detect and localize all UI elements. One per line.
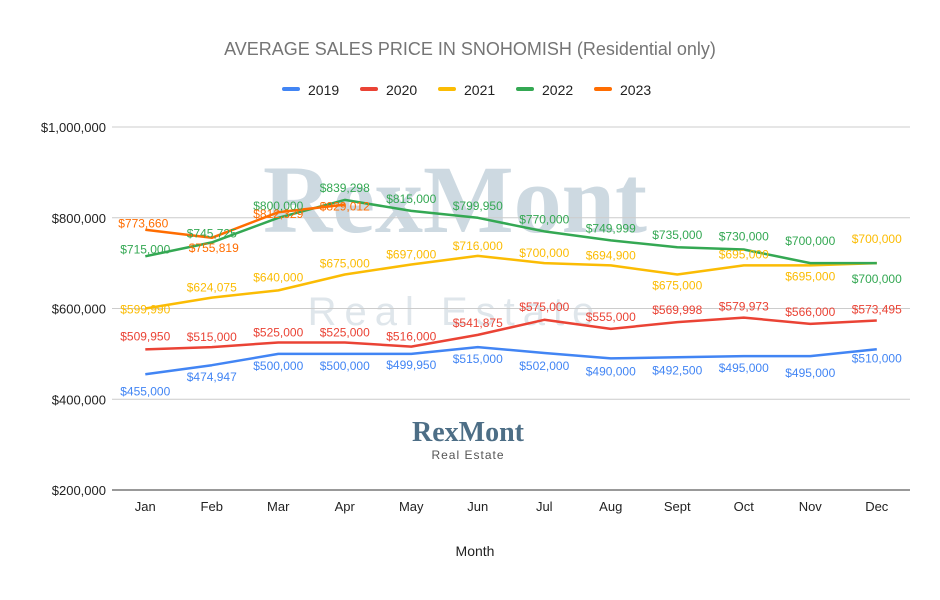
data-label: $624,075: [187, 281, 237, 295]
x-tick-label: Jun: [467, 499, 488, 514]
watermark-logo-text: RexMont: [412, 417, 525, 448]
y-tick-label: $200,000: [52, 483, 106, 498]
legend-label: 2019: [308, 82, 339, 98]
y-axis: $200,000 $400,000 $600,000 $800,000 $1,000,0…: [41, 120, 106, 498]
data-label: $525,000: [320, 326, 370, 340]
data-label: $515,000: [453, 352, 503, 366]
data-labels: $455,000 $474,947 $500,000 $500,000 $499,950…: [118, 181, 902, 398]
x-tick-label: Jul: [536, 499, 553, 514]
gridlines: [112, 126, 910, 491]
data-label: $700,000: [519, 246, 569, 260]
x-tick-label: Nov: [799, 499, 823, 514]
chart-title: AVERAGE SALES PRICE IN SNOHOMISH (Reside…: [224, 39, 716, 59]
x-axis: Jan Feb Mar Apr May Jun Jul Aug Sept Oct Nov Dec: [135, 499, 889, 514]
data-label: $695,000: [785, 269, 835, 283]
data-label: $499,950: [386, 358, 436, 372]
data-label: $812,329: [253, 207, 303, 221]
data-label: $675,000: [320, 256, 370, 270]
y-tick-label: $1,000,000: [41, 120, 106, 135]
x-tick-label: May: [399, 499, 424, 514]
data-label: $640,000: [253, 270, 303, 284]
data-label: $735,000: [652, 228, 702, 242]
data-label: $495,000: [719, 361, 769, 375]
data-label: $829,012: [320, 200, 370, 214]
legend-label: 2020: [386, 82, 417, 98]
y-tick-label: $400,000: [52, 392, 106, 407]
legend-label: 2021: [464, 82, 495, 98]
data-label: $525,000: [253, 326, 303, 340]
legend-label: 2023: [620, 82, 651, 98]
watermark-logo-subtext: Real Estate: [431, 448, 504, 462]
y-tick-label: $800,000: [52, 211, 106, 226]
data-label: $510,000: [852, 351, 902, 365]
data-label: $697,000: [386, 247, 436, 261]
data-label: $490,000: [586, 364, 636, 378]
data-label: $541,875: [453, 316, 503, 330]
watermark-large-subtext: Real Estate: [308, 290, 603, 334]
data-label: $500,000: [253, 359, 303, 373]
data-label: $495,000: [785, 366, 835, 380]
data-label: $773,660: [118, 217, 168, 231]
data-label: $474,947: [187, 370, 237, 384]
x-axis-title: Month: [456, 543, 495, 559]
data-label: $569,998: [652, 303, 702, 317]
data-label: $675,000: [652, 278, 702, 292]
data-label: $839,298: [320, 181, 370, 195]
data-label: $566,000: [785, 305, 835, 319]
data-label: $815,000: [386, 192, 436, 206]
legend-label: 2022: [542, 82, 573, 98]
data-label: $599,990: [120, 303, 170, 317]
data-label: $715,000: [120, 242, 170, 256]
x-tick-label: Mar: [267, 499, 290, 514]
data-label: $500,000: [320, 359, 370, 373]
series-line-2023: [145, 203, 345, 240]
x-tick-label: Apr: [335, 499, 356, 514]
data-label: $492,500: [652, 363, 702, 377]
data-label: $579,973: [719, 300, 769, 314]
watermark-large-text: RexMont: [263, 146, 647, 253]
data-label: $516,000: [386, 330, 436, 344]
data-label: $700,000: [852, 232, 902, 246]
data-label: $700,000: [852, 272, 902, 286]
data-label: $749,999: [586, 221, 636, 235]
data-label: $755,819: [189, 241, 239, 255]
x-tick-label: Feb: [201, 499, 223, 514]
data-label: $694,900: [586, 248, 636, 262]
data-label: $700,000: [785, 234, 835, 248]
x-tick-label: Sept: [664, 499, 691, 514]
data-label: $455,000: [120, 384, 170, 398]
y-tick-label: $600,000: [52, 302, 106, 317]
data-label: $695,000: [719, 247, 769, 261]
x-tick-label: Jan: [135, 499, 156, 514]
series-line-2019: [145, 345, 877, 376]
series-line-2021: [145, 254, 877, 310]
data-label: $800,000: [253, 199, 303, 213]
data-label: $502,000: [519, 359, 569, 373]
data-label: $575,000: [519, 300, 569, 314]
x-tick-label: Dec: [865, 499, 889, 514]
series-line-2020: [145, 316, 877, 351]
series-line-2022: [145, 198, 877, 265]
data-label: $799,950: [453, 199, 503, 213]
legend: 2019 2020 2021 2022 2023: [282, 82, 651, 98]
series-lines: [145, 198, 877, 376]
x-tick-label: Oct: [734, 499, 755, 514]
watermark: RexMont Real Estate RexMont Real Estate: [263, 146, 647, 462]
data-label: $515,000: [187, 330, 237, 344]
data-label: $730,000: [719, 230, 769, 244]
data-label: $716,000: [453, 239, 503, 253]
x-tick-label: Aug: [599, 499, 622, 514]
data-label: $770,000: [519, 212, 569, 226]
data-label: $555,000: [586, 310, 636, 324]
data-label: $745,725: [187, 226, 237, 240]
data-label: $573,495: [852, 303, 902, 317]
data-label: $509,950: [120, 329, 170, 343]
